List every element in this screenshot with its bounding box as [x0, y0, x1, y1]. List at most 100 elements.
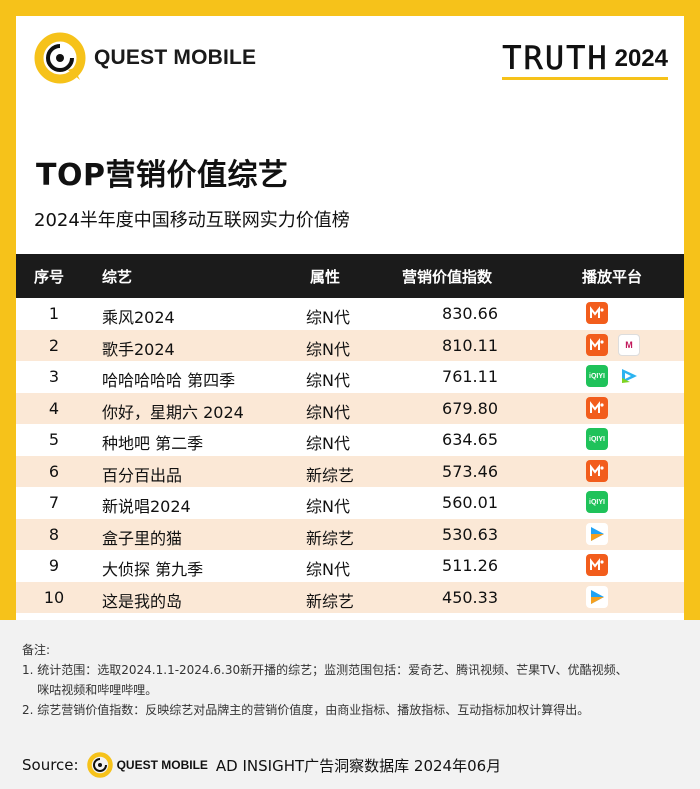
cell-attr: 综N代: [306, 402, 350, 422]
table-row: 1 乘风2024 综N代 830.66: [16, 298, 684, 330]
table-row: 5 种地吧 第二季 综N代 634.65 iQIYI: [16, 424, 684, 456]
cell-platforms: [586, 396, 608, 419]
cell-value: 450.33: [442, 587, 498, 607]
page-title: TOP营销价值综艺: [36, 158, 289, 193]
cell-value: 761.11: [442, 367, 498, 386]
cell-rank: 7: [48, 493, 60, 512]
source-label: Source:: [22, 756, 79, 774]
truth-2024-badge: TRUTH 2024: [502, 39, 668, 80]
note-line: 1. 统计范围：选取2024.1.1-2024.6.30新开播的综艺；监测范围包…: [22, 663, 628, 677]
note-line: 2. 综艺营销价值指数：反映综艺对品牌主的营销价值度，由商业指标、播放指标、互动…: [22, 703, 590, 717]
notes-area: [0, 620, 700, 789]
cell-rank: 6: [48, 461, 60, 481]
cell-rank: 1: [48, 304, 60, 323]
notes-heading: 备注:: [22, 643, 51, 657]
cell-platforms: [586, 585, 608, 608]
cell-rank: 9: [48, 556, 60, 575]
mango-tv-icon: [586, 396, 608, 419]
cell-attr: 综N代: [306, 434, 350, 453]
iqiyi-icon: iQIYI: [586, 365, 608, 387]
page-subtitle: 2024半年度中国移动互联网实力价值榜: [34, 210, 350, 231]
cell-platforms: iQIYI: [586, 365, 640, 387]
quest-mobile-small-icon: [86, 752, 113, 778]
cell-value: 830.66: [442, 304, 498, 323]
header-rank: 序号: [34, 268, 65, 286]
cell-value: 530.63: [442, 524, 498, 544]
header-attr: 属性: [310, 268, 341, 286]
cell-rank: 8: [48, 524, 60, 544]
source-line: Source: QUEST MOBILE AD INSIGHT广告洞察数据库 2…: [22, 752, 501, 778]
mango-tv-icon: [586, 554, 608, 576]
cell-platforms: iQIYI: [586, 428, 608, 450]
cell-name: 歌手2024: [102, 339, 175, 359]
brand-logo: QUEST MOBILE: [34, 32, 256, 84]
note-line: 咪咕视频和哔哩哔哩。: [22, 683, 158, 697]
table-row: 6 百分百出品 新综艺 573.46: [16, 455, 684, 487]
cell-rank: 3: [48, 367, 60, 386]
brand-logo-text: QUEST MOBILE: [94, 46, 257, 69]
cell-rank: 10: [43, 587, 65, 607]
cell-name: 大侦探 第九季: [102, 560, 204, 579]
header-name: 综艺: [102, 268, 133, 286]
iqiyi-icon-text: iQIYI: [589, 435, 605, 443]
report-card: QUEST MOBILE TRUTH 2024 TOP营销价值综艺 2024半年…: [16, 16, 684, 620]
mango-tv-icon: [586, 459, 608, 482]
report-header: QUEST MOBILE TRUTH 2024: [16, 16, 684, 136]
youku-icon: [586, 522, 608, 545]
header-platform: 播放平台: [582, 268, 643, 286]
table-row: 8 盒子里的猫 新综艺 530.63: [16, 518, 684, 550]
cell-attr: 新综艺: [306, 591, 355, 611]
table-row: 10 这是我的岛 新综艺 450.33: [16, 581, 684, 613]
cell-value: 560.01: [442, 493, 498, 512]
table-header: 序号 综艺 属性 营销价值指数 播放平台: [16, 254, 684, 298]
cell-name: 哈哈哈哈哈 第四季: [102, 371, 236, 390]
quest-mobile-logo-icon: [34, 32, 86, 84]
cell-rank: 2: [48, 335, 60, 355]
cell-value: 511.26: [442, 556, 498, 575]
cell-name: 盒子里的猫: [102, 528, 183, 548]
header-value: 营销价值指数: [402, 268, 493, 286]
iqiyi-icon: iQIYI: [586, 428, 608, 450]
cell-platforms: [586, 459, 608, 482]
cell-value: 573.46: [442, 461, 498, 481]
source-logo: QUEST MOBILE: [86, 752, 208, 778]
cell-platforms: [586, 554, 608, 576]
cell-name: 乘风2024: [102, 308, 175, 327]
cell-value: 634.65: [442, 430, 498, 449]
table-row: 3 哈哈哈哈哈 第四季 综N代 761.11 iQIYI: [16, 361, 684, 393]
table-row: 9 大侦探 第九季 综N代 511.26: [16, 550, 684, 582]
cell-rank: 5: [48, 430, 60, 449]
cell-platforms: [586, 302, 608, 324]
cell-attr: 综N代: [306, 308, 350, 327]
cell-rank: 4: [48, 398, 60, 418]
migu-video-icon: M: [618, 333, 640, 356]
mango-tv-icon: [586, 302, 608, 324]
source-text: AD INSIGHT广告洞察数据库 2024年06月: [215, 756, 502, 775]
migu-icon-text: M: [625, 339, 633, 350]
iqiyi-icon-text: iQIYI: [589, 372, 605, 380]
ranking-table: 序号 综艺 属性 营销价值指数 播放平台 1 乘风2024 综N代 830.66 2 歌手…: [16, 254, 684, 613]
table-row: 2 歌手2024 综N代 810.11 M: [16, 329, 684, 361]
cell-platforms: iQIYI: [586, 491, 608, 513]
truth-word: TRUTH: [502, 39, 609, 77]
cell-attr: 综N代: [306, 371, 350, 390]
cell-name: 新说唱2024: [102, 497, 191, 516]
table-body: 1 乘风2024 综N代 830.66 2 歌手2024 综N代 810.11 M 3 哈哈哈哈哈 …: [16, 298, 684, 613]
cell-value: 679.80: [442, 398, 498, 418]
cell-attr: 综N代: [306, 339, 350, 359]
youku-icon: [586, 585, 608, 608]
cell-platforms: [586, 522, 608, 545]
table-row: 4 你好，星期六 2024 综N代 679.80: [16, 392, 684, 424]
iqiyi-icon-text: iQIYI: [589, 498, 605, 506]
cell-attr: 综N代: [306, 497, 350, 516]
truth-underline: [502, 77, 668, 80]
cell-attr: 新综艺: [306, 465, 355, 485]
cell-name: 百分百出品: [102, 465, 183, 485]
mango-tv-icon: [586, 333, 608, 356]
cell-name: 你好，星期六 2024: [102, 402, 244, 422]
iqiyi-icon: iQIYI: [586, 491, 608, 513]
cell-attr: 综N代: [306, 560, 350, 579]
notes: 备注: 1. 统计范围：选取2024.1.1-2024.6.30新开播的综艺；监…: [22, 640, 682, 720]
cell-attr: 新综艺: [306, 528, 355, 548]
table-row: 7 新说唱2024 综N代 560.01 iQIYI: [16, 487, 684, 519]
